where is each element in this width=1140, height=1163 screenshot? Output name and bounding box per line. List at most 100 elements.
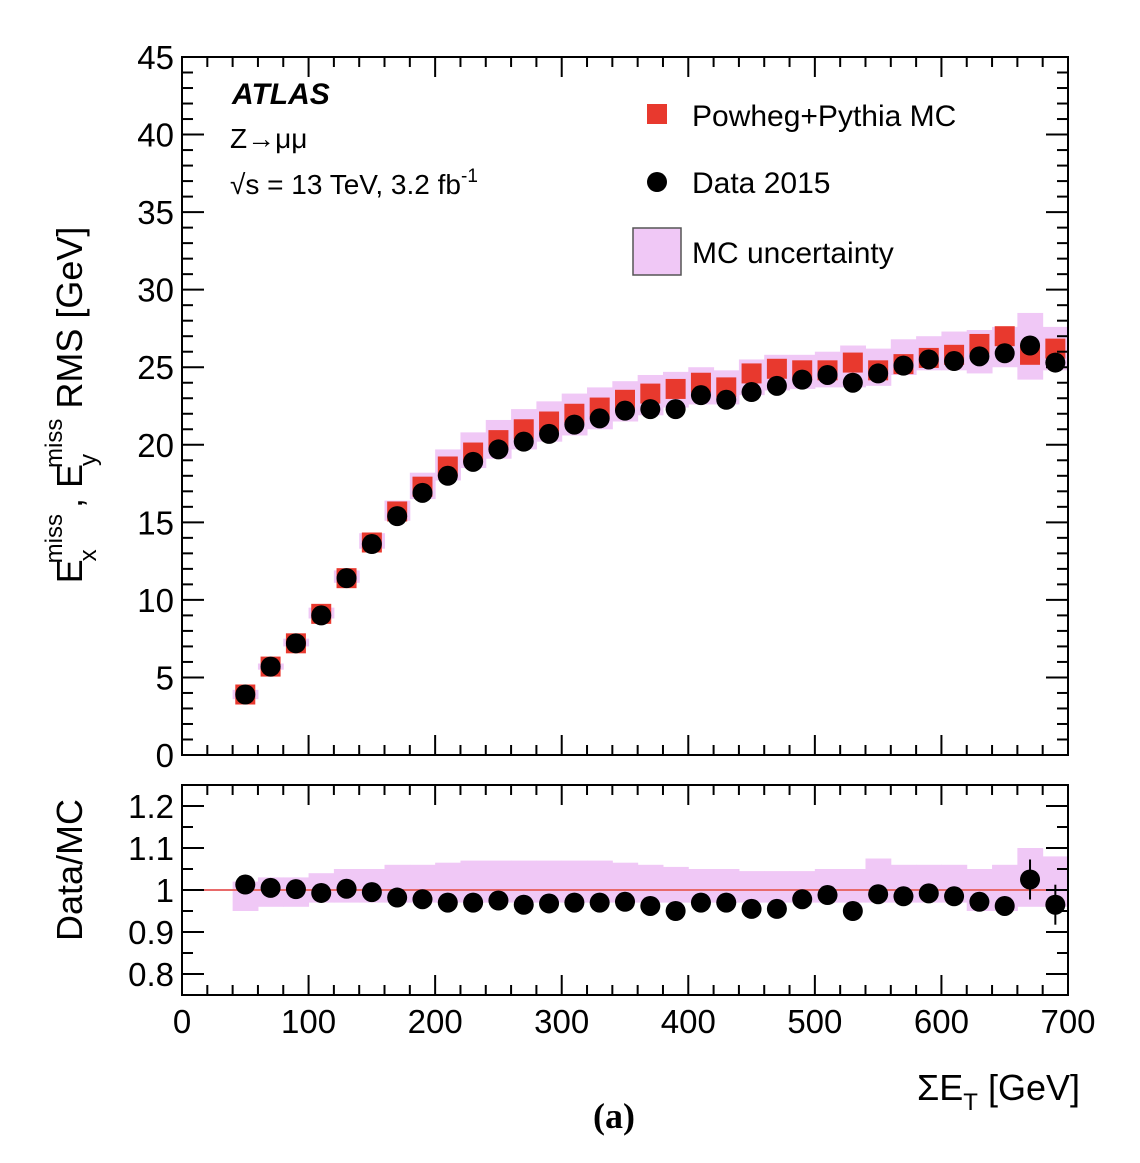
data-point bbox=[437, 465, 458, 486]
ratio-uncertainty-bin bbox=[738, 871, 765, 903]
ratio-point bbox=[792, 889, 813, 910]
legend-uncertainty-swatch bbox=[632, 227, 682, 276]
ratio-point bbox=[260, 877, 281, 898]
ratio-point bbox=[412, 889, 433, 910]
legend-mc-marker bbox=[647, 104, 667, 124]
ratio-point bbox=[463, 892, 484, 913]
ratio-y-tick-label: 1 bbox=[156, 872, 174, 909]
ratio-point bbox=[615, 891, 635, 912]
main-axis-ticks bbox=[181, 56, 1069, 756]
data-point bbox=[539, 423, 560, 444]
ratio-axis-ticks bbox=[181, 784, 1069, 995]
x-tick-label: 700 bbox=[1040, 1003, 1095, 1040]
ratio-point bbox=[387, 887, 408, 908]
atlas-label: ATLAS bbox=[231, 78, 330, 111]
data-point bbox=[235, 684, 256, 705]
data-point bbox=[918, 349, 939, 370]
legend-mc-label: Powheg+Pythia MC bbox=[692, 100, 956, 133]
ratio-y-axis-title: Data/MC bbox=[49, 799, 90, 941]
data-point bbox=[842, 372, 863, 393]
energy-label: √s = 13 TeV, 3.2 fb-1 bbox=[230, 166, 478, 200]
ratio-point bbox=[336, 878, 357, 899]
ratio-point bbox=[1020, 869, 1041, 890]
ratio-point bbox=[640, 895, 661, 916]
data-point bbox=[488, 439, 509, 460]
data-point bbox=[716, 389, 737, 410]
ratio-point bbox=[665, 901, 686, 921]
ratio-point bbox=[539, 893, 560, 914]
ratio-point bbox=[741, 898, 762, 919]
main-y-tick-label: 20 bbox=[137, 427, 174, 464]
data-point bbox=[766, 375, 787, 396]
ratio-y-tick-label: 0.9 bbox=[128, 914, 174, 951]
data-point bbox=[640, 399, 661, 420]
x-tick-label: 500 bbox=[787, 1003, 842, 1040]
ratio-uncertainty-bin bbox=[662, 866, 689, 903]
main-y-tick-label: 0 bbox=[156, 737, 174, 774]
ratio-point bbox=[311, 882, 332, 903]
data-point bbox=[1045, 352, 1066, 373]
ratio-point bbox=[589, 892, 610, 913]
process-label: Z→μμ bbox=[230, 123, 307, 154]
ratio-y-tick-label: 1.2 bbox=[128, 788, 174, 825]
ratio-point bbox=[564, 892, 585, 913]
ratio-point bbox=[690, 892, 711, 913]
data-point bbox=[893, 355, 914, 376]
mc-point bbox=[640, 383, 661, 404]
data-point bbox=[969, 346, 990, 367]
ratio-point bbox=[868, 884, 889, 905]
mc-point bbox=[842, 352, 863, 373]
x-tick-label: 300 bbox=[534, 1003, 589, 1040]
data-point bbox=[741, 382, 762, 403]
x-tick-labels: 0 100 200 300 400 500 600 700 bbox=[173, 1003, 1096, 1040]
main-y-tick-label: 40 bbox=[137, 117, 174, 154]
x-tick-label: 200 bbox=[408, 1003, 463, 1040]
data-point bbox=[792, 369, 813, 390]
data-point bbox=[311, 605, 332, 626]
ratio-data-markers bbox=[235, 859, 1066, 925]
legend: Powheg+Pythia MC Data 2015 MC uncertaint… bbox=[632, 100, 956, 276]
ratio-point bbox=[488, 890, 509, 911]
main-y-tick-label: 35 bbox=[137, 194, 174, 231]
data-point bbox=[260, 656, 281, 677]
data-point bbox=[1020, 335, 1041, 356]
ratio-point bbox=[817, 885, 838, 906]
data-point bbox=[387, 506, 408, 527]
x-tick-label: 100 bbox=[281, 1003, 336, 1040]
mc-point bbox=[741, 363, 762, 384]
ratio-point bbox=[1045, 894, 1066, 915]
data-point bbox=[285, 633, 306, 654]
x-tick-label: 0 bbox=[173, 1003, 191, 1040]
data-point bbox=[944, 351, 965, 372]
ratio-point bbox=[361, 882, 382, 903]
mc-point bbox=[665, 378, 686, 399]
ratio-uncertainty-bin bbox=[764, 871, 791, 903]
main-y-tick-label: 30 bbox=[137, 272, 174, 309]
mc-uncertainty-band-main bbox=[232, 312, 1069, 700]
ratio-uncertainty-bin bbox=[840, 869, 866, 903]
mc-point bbox=[1045, 338, 1066, 359]
ratio-point bbox=[893, 886, 914, 907]
data-series-markers bbox=[235, 335, 1066, 705]
legend-uncertainty-label: MC uncertainty bbox=[692, 237, 894, 270]
data-point bbox=[361, 534, 382, 555]
main-y-tick-label: 5 bbox=[156, 659, 174, 696]
ratio-y-tick-labels: 0.8 0.9 1 1.1 1.2 bbox=[128, 788, 174, 993]
data-point bbox=[615, 400, 635, 421]
figure-caption: (a) bbox=[593, 1096, 635, 1136]
ratio-point bbox=[235, 874, 256, 895]
data-point bbox=[868, 363, 889, 384]
ratio-point bbox=[437, 892, 458, 913]
ratio-point bbox=[842, 901, 863, 921]
main-y-tick-label: 15 bbox=[137, 504, 174, 541]
data-point bbox=[513, 431, 534, 452]
data-point bbox=[817, 364, 838, 385]
legend-data-label: Data 2015 bbox=[692, 167, 830, 200]
ratio-y-tick-label: 0.8 bbox=[128, 956, 174, 993]
x-tick-label: 400 bbox=[661, 1003, 716, 1040]
legend-data-marker bbox=[647, 172, 667, 192]
data-point bbox=[665, 399, 686, 420]
data-point bbox=[412, 482, 433, 503]
